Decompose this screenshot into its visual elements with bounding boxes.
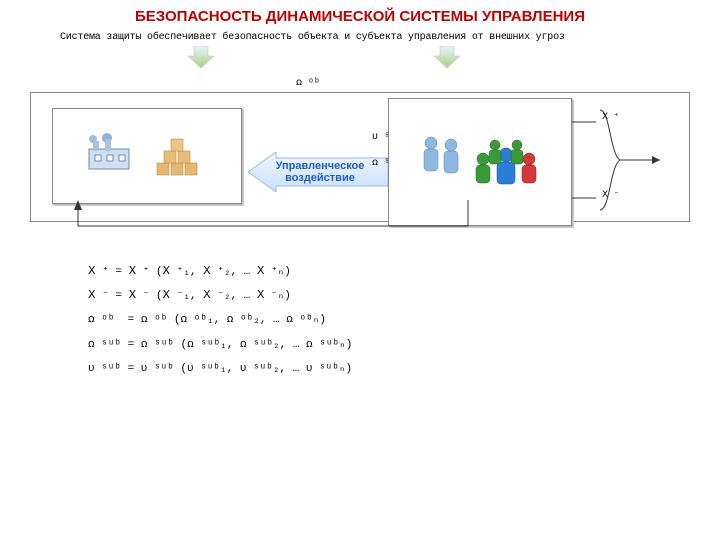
formula-line: ꓫ ⁻ = ꓫ ⁻ (ꓫ ⁻₁, ꓫ ⁻₂, … ꓫ ⁻ₙ): [88, 284, 352, 308]
formula-line: ᴜ ˢᵘᵇ = ᴜ ˢᵘᵇ (ᴜ ˢᵘᵇ₁, ᴜ ˢᵘᵇ₂, … ᴜ ˢᵘᵇₙ): [88, 357, 352, 381]
label-x-plus: ꓫ ⁺: [602, 112, 619, 122]
feedback-arrow: [68, 200, 488, 240]
formula-line: ꭥ ˢᵘᵇ = ꭥ ˢᵘᵇ (ꭥ ˢᵘᵇ₁, ꭥ ˢᵘᵇ₂, … ꭥ ˢᵘᵇₙ): [88, 333, 352, 357]
person-pair-icon: [419, 133, 465, 192]
output-brace: [572, 100, 672, 220]
page-title: БЕЗОПАСНОСТЬ ДИНАМИЧЕСКОЙ СИСТЕМЫ УПРАВЛ…: [0, 8, 720, 25]
formulas-block: ꓫ ⁺ = ꓫ ⁺ (ꓫ ⁺₁, ꓫ ⁺₂, … ꓫ ⁺ₙ) ꓫ ⁻ = ꓫ ⁻…: [88, 260, 352, 381]
threat-arrow-right: [434, 46, 460, 68]
object-box: [52, 108, 242, 204]
threat-arrow-left: [188, 46, 214, 68]
label-x-minus: ꓫ ⁻: [602, 190, 619, 200]
factory-icon: [85, 131, 139, 182]
label-v-ob: ꭥ ᵒᵇ: [296, 74, 320, 89]
boxes-icon: [153, 129, 209, 184]
team-icon: [471, 133, 541, 192]
control-action-label: Управленческое воздействие: [273, 160, 367, 184]
formula-line: ꓫ ⁺ = ꓫ ⁺ (ꓫ ⁺₁, ꓫ ⁺₂, … ꓫ ⁺ₙ): [88, 260, 352, 284]
subtitle-text: Система защиты обеспечивает безопасность…: [60, 32, 660, 43]
formula-line: ꭥ ᵒᵇ = ꭥ ᵒᵇ (ꭥ ᵒᵇ₁, ꭥ ᵒᵇ₂, … ꭥ ᵒᵇₙ): [88, 308, 352, 332]
